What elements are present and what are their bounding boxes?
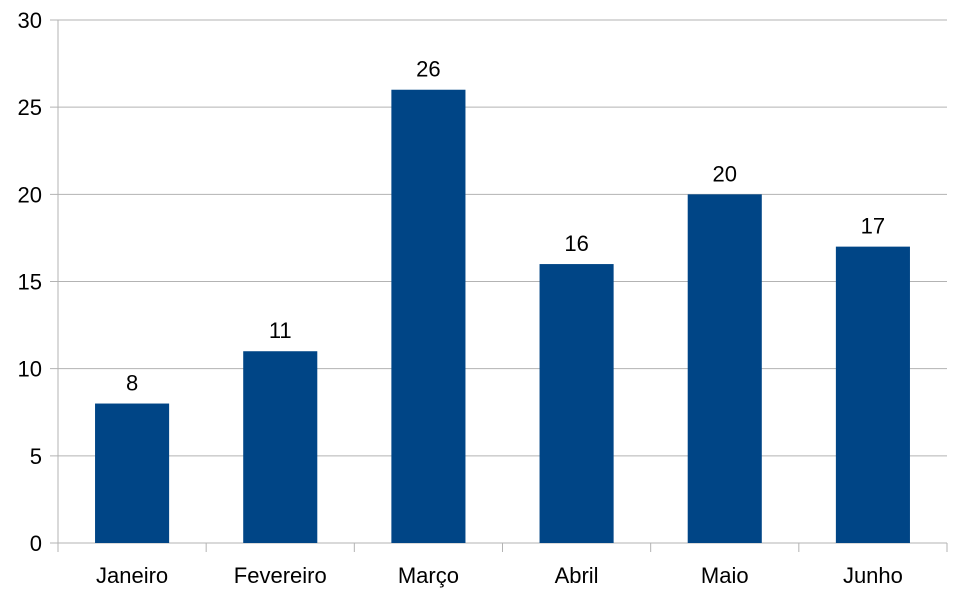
bars [95, 89, 910, 544]
x-tick-label: Maio [701, 563, 749, 588]
data-label: 26 [416, 57, 440, 82]
gridlines [50, 19, 947, 544]
bar-abril [539, 264, 614, 543]
bar-fevereiro [243, 351, 318, 543]
y-tick-label: 25 [18, 95, 42, 120]
y-tick-label: 0 [30, 531, 42, 556]
bar-março [391, 89, 466, 543]
bar-janeiro [95, 403, 170, 543]
x-tick-label: Fevereiro [234, 563, 327, 588]
y-tick-label: 15 [18, 270, 42, 295]
x-tick-label: Junho [843, 563, 903, 588]
x-tick-labels: Janeiro Fevereiro Março Abril Maio Junho [96, 563, 903, 588]
x-tick-label: Março [398, 563, 459, 588]
axes [57, 20, 948, 552]
x-tick-label: Janeiro [96, 563, 168, 588]
y-tick-label: 20 [18, 182, 42, 207]
data-label: 16 [564, 231, 588, 256]
data-label: 17 [861, 214, 885, 239]
bar-maio [687, 194, 762, 544]
y-tick-labels: 0 5 10 15 20 25 30 [18, 8, 42, 556]
data-labels: 8 11 26 16 20 17 [126, 57, 885, 396]
y-tick-label: 5 [30, 444, 42, 469]
x-tick-label: Abril [555, 563, 599, 588]
y-tick-label: 10 [18, 357, 42, 382]
y-tick-label: 30 [18, 8, 42, 33]
data-label: 20 [713, 161, 737, 186]
data-label: 11 [269, 318, 292, 343]
data-label: 8 [126, 371, 138, 396]
bar-junho [835, 246, 910, 543]
